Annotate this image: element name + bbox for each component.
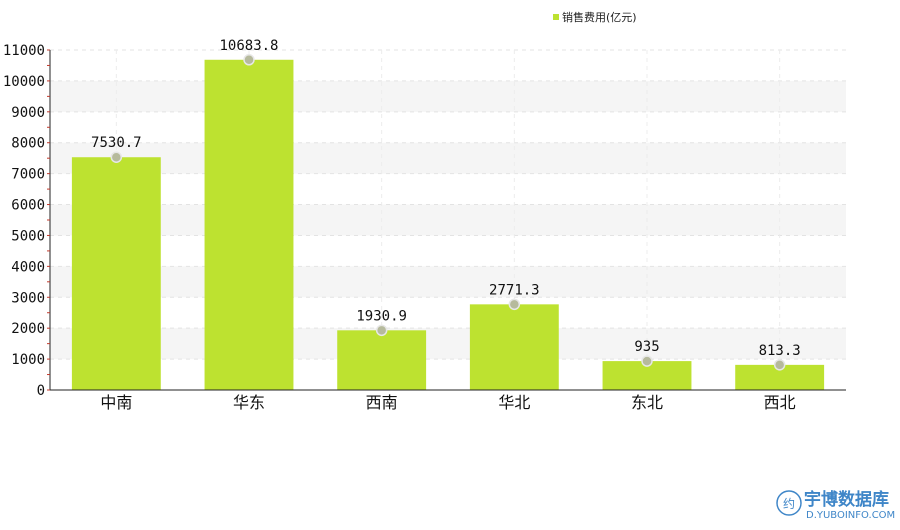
y-tick-label: 8000 xyxy=(11,136,45,152)
grid-band xyxy=(50,328,846,360)
background-bands xyxy=(50,49,846,360)
data-label: 1930.9 xyxy=(356,308,407,324)
x-category-labels: 中南 华东 西南 华北 东北 西北 xyxy=(100,393,795,412)
data-label: 935 xyxy=(634,339,659,355)
bar xyxy=(337,330,427,390)
y-tick-label: 6000 xyxy=(11,198,45,214)
x-category-label: 西南 xyxy=(366,393,398,412)
watermark-name: 宇博数据库 xyxy=(804,489,889,510)
grid-band xyxy=(50,204,846,236)
point-marker xyxy=(110,151,123,163)
bar xyxy=(204,59,294,391)
y-tick-label: 3000 xyxy=(11,290,45,306)
y-tick-labels: 0 1000 2000 3000 4000 5000 6000 7000 8000 9000 100… xyxy=(3,43,45,399)
data-label: 2771.3 xyxy=(489,282,540,298)
bars xyxy=(71,59,825,391)
grid-band xyxy=(50,266,846,298)
point-markers xyxy=(110,54,786,371)
point-marker xyxy=(773,359,786,371)
data-label: 813.3 xyxy=(759,343,801,359)
grid-band xyxy=(50,80,846,112)
watermark-logo-glyph: 约 xyxy=(783,496,795,511)
point-marker xyxy=(375,324,388,337)
y-tick-label: 9000 xyxy=(11,105,45,121)
data-label: 10683.8 xyxy=(219,38,278,54)
axes xyxy=(47,49,846,391)
point-marker xyxy=(508,298,521,311)
y-tick-label: 2000 xyxy=(11,321,45,337)
data-label: 7530.7 xyxy=(91,135,142,151)
bar xyxy=(71,157,161,390)
y-tick-label: 7000 xyxy=(11,167,45,183)
watermark: 约 宇博数据库 D.YUBOINFO.COM xyxy=(776,489,895,521)
x-category-label: 华北 xyxy=(498,393,530,412)
data-labels: 7530.7 10683.8 1930.9 2771.3 935 813.3 xyxy=(91,38,801,359)
y-tick-label: 10000 xyxy=(3,74,45,90)
x-category-label: 中南 xyxy=(100,393,132,412)
legend: 销售费用(亿元) xyxy=(553,10,637,24)
bar xyxy=(469,304,559,390)
legend-label: 销售费用(亿元) xyxy=(562,10,637,24)
watermark-logo-icon xyxy=(776,490,802,516)
legend-swatch xyxy=(553,14,559,20)
y-tick-label: 11000 xyxy=(3,43,45,59)
grid-band xyxy=(50,142,846,174)
y-tick-label: 4000 xyxy=(11,259,45,275)
x-category-label: 东北 xyxy=(631,393,663,412)
y-tick-label: 1000 xyxy=(11,352,45,368)
point-marker xyxy=(243,54,255,66)
point-marker xyxy=(641,355,653,367)
x-category-label: 华东 xyxy=(233,393,265,412)
x-category-label: 西北 xyxy=(764,393,796,412)
watermark-url: D.YUBOINFO.COM xyxy=(806,510,895,521)
y-tick-label: 5000 xyxy=(11,228,45,244)
y-tick-label: 0 xyxy=(37,383,45,399)
